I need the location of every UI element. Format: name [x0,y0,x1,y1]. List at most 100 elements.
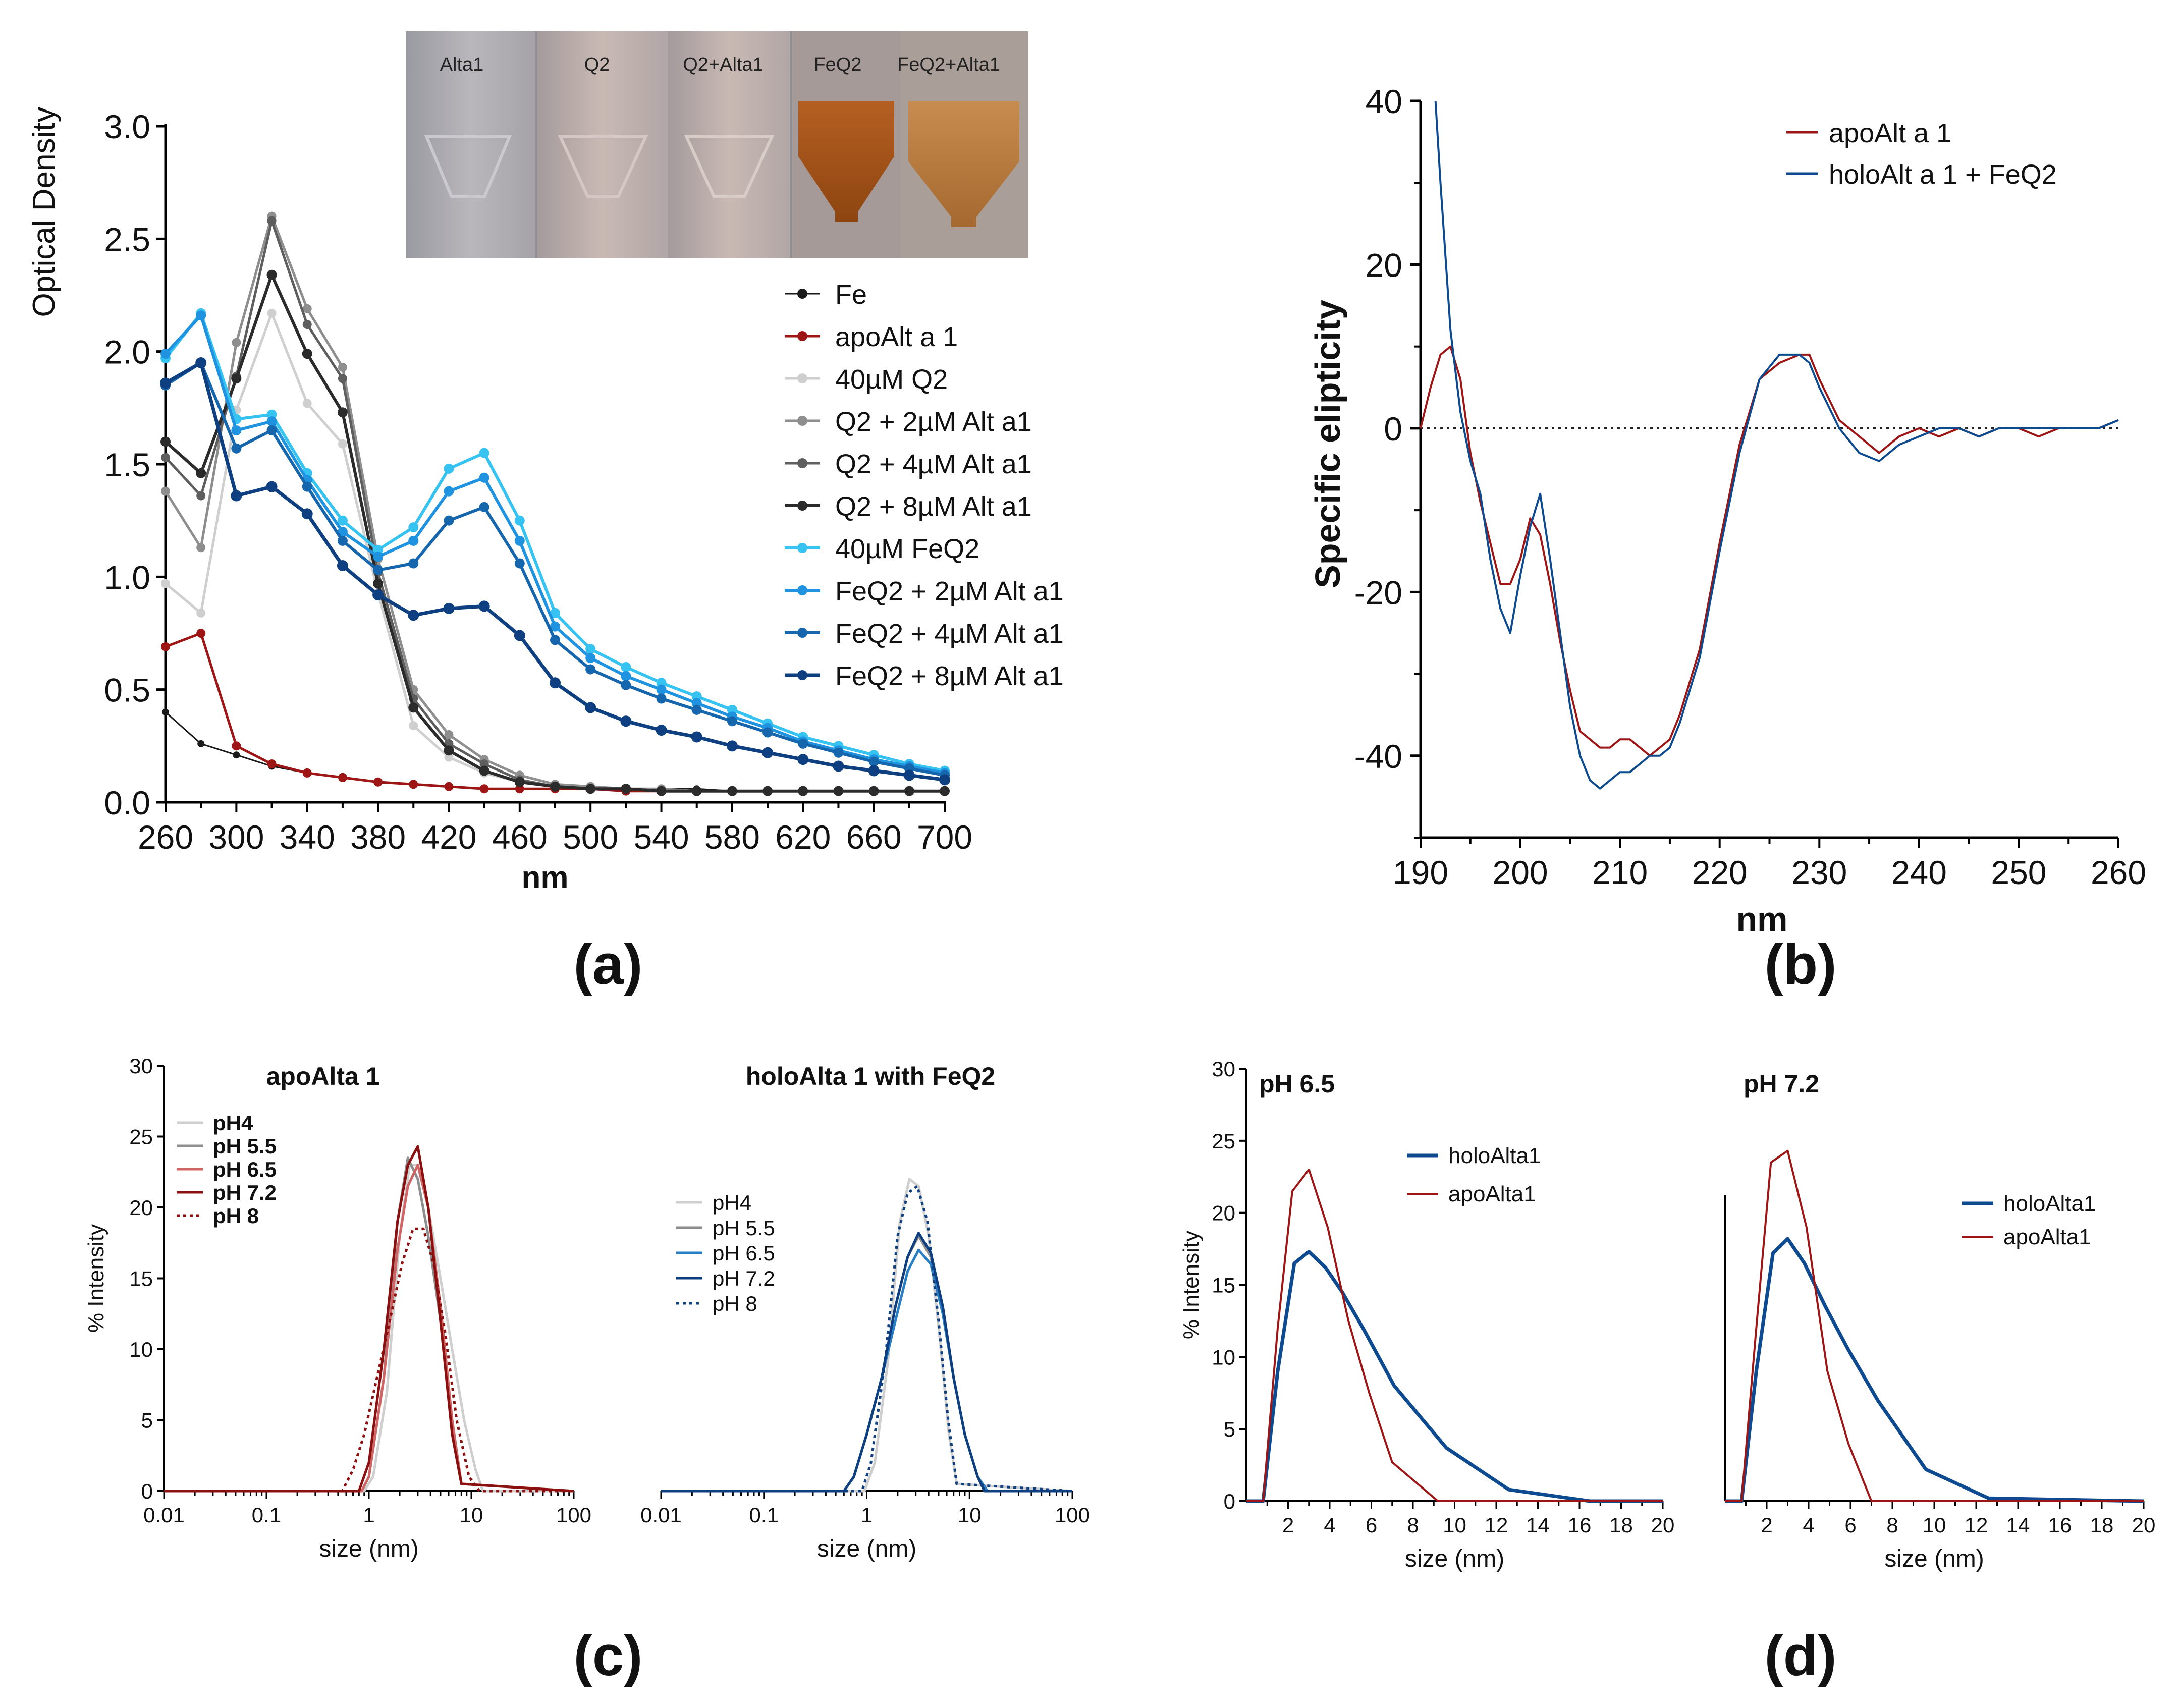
series-line-c1 [164,1164,574,1493]
series-marker-a [408,522,419,533]
legend-label-a: FeQ2 + 8µM Alt a1 [835,661,1064,691]
series-line-d2 [1725,1237,2144,1503]
chart-d2: 2 4 6 8 10 12 14 16 18 20 size (nm) pH 7.2 holoAlta1… [1724,1070,2156,1572]
x-tick-label-b: 210 [1592,854,1648,891]
x-tick-label-c2: 10 [958,1503,982,1527]
x-tick-label-a: 660 [846,818,902,856]
legend-label-a: Q2 + 8µM Alt a1 [835,491,1032,522]
y-tick-label-b: 20 [1366,246,1402,284]
y-axis-label-c1: % Intensity [84,1224,108,1333]
series-marker-a [232,741,241,751]
series-marker-a [301,508,313,520]
series-marker-a [408,610,419,621]
legend-label-a: Fe [835,280,867,310]
series-line-c2 [661,1178,1073,1493]
y-tick-label-d1: 5 [1224,1417,1235,1441]
series-marker-a [621,662,631,672]
series-marker-a [337,535,348,546]
series-marker-a [444,486,454,497]
x-axis-label-b: nm [1736,900,1788,939]
x-tick-label-d1: 6 [1366,1513,1377,1537]
series-marker-a [550,621,560,632]
series-marker-a [903,769,915,781]
series-marker-a [267,308,277,318]
x-tick-label-b: 230 [1791,854,1847,891]
series-marker-a [514,777,525,787]
series-marker-a [231,373,242,384]
series-marker-a [620,715,632,727]
x-tick-label-c1: 10 [460,1503,483,1527]
series-marker-a [444,730,454,739]
series-marker-a [514,535,525,546]
series-marker-a [161,642,170,651]
series-marker-a [479,765,489,776]
series-marker-a [160,436,171,447]
y-tick-label-a: 2.0 [104,334,150,371]
series-marker-a [408,535,419,546]
x-axis-label-a: nm [522,860,569,895]
y-axis-label-b: Specific elipticity [1308,300,1347,588]
series-marker-a [585,702,596,713]
legend-label-a: FeQ2 + 2µM Alt a1 [835,576,1064,607]
legend-label-d2: apoAlta1 [2003,1225,2091,1249]
series-marker-a [621,680,631,690]
x-tick-label-d2: 8 [1886,1513,1898,1537]
series-marker-a [444,745,454,756]
series-marker-a [161,579,170,588]
legend-label-b: holoAlt a 1 + FeQ2 [1829,159,2057,190]
inset-label-q2: Q2 [584,54,610,75]
x-tick-label-d2: 20 [2132,1513,2156,1537]
x-axis-label-d1: size (nm) [1405,1546,1504,1572]
x-tick-label-a: 700 [917,818,972,856]
x-tick-label-d2: 10 [1923,1513,1946,1537]
x-axis-label-c2: size (nm) [817,1535,916,1562]
legend-label-c1: pH 6.5 [213,1158,277,1181]
series-marker-a [585,644,596,654]
y-tick-label-d1: 30 [1212,1057,1235,1081]
series-marker-a [514,630,525,641]
series-marker-a [162,708,169,716]
x-tick-label-a: 460 [492,818,548,856]
y-tick-label-d1: 10 [1212,1345,1235,1369]
series-line-c2 [661,1185,1073,1493]
x-tick-label-d2: 18 [2090,1513,2114,1537]
series-marker-a [160,349,171,359]
x-tick-label-d1: 16 [1568,1513,1592,1537]
series-marker-a [550,635,560,645]
x-tick-label-d1: 12 [1485,1513,1508,1537]
series-marker-a [444,515,454,526]
y-tick-label-a: 0.0 [104,784,150,821]
inset-label-alta1: Alta1 [440,54,484,75]
series-marker-a [585,653,596,664]
series-marker-a [266,425,277,435]
series-marker-a [231,425,242,435]
series-marker-a [798,786,808,796]
y-tick-label-c1: 30 [129,1054,153,1078]
legend-marker-a [797,501,807,511]
series-marker-a [550,781,560,792]
series-marker-a [302,768,312,778]
x-tick-label-b: 260 [2091,854,2146,891]
series-line-a [165,273,945,793]
y-tick-label-d1: 20 [1212,1201,1235,1225]
series-marker-a [161,486,170,496]
legend-label-a: FeQ2 + 4µM Alt a1 [835,619,1064,649]
x-tick-label-a: 380 [350,818,406,856]
x-tick-label-d2: 14 [2006,1513,2030,1537]
x-tick-label-d2: 2 [1761,1513,1772,1537]
legend-label-c1: pH4 [213,1111,253,1135]
legend-label-b: apoAlt a 1 [1829,118,1951,148]
series-marker-a [868,786,879,796]
series-marker-a [656,725,667,736]
series-line-c1 [164,1227,574,1493]
series-marker-a [160,377,171,389]
x-tick-label-c1: 0.01 [143,1503,185,1527]
series-marker-a [550,608,560,618]
series-marker-a [337,407,348,418]
series-line-d1 [1246,1250,1663,1503]
x-tick-label-b: 200 [1493,854,1548,891]
chart-title-d1: pH 6.5 [1259,1070,1335,1098]
series-marker-a [868,765,880,777]
